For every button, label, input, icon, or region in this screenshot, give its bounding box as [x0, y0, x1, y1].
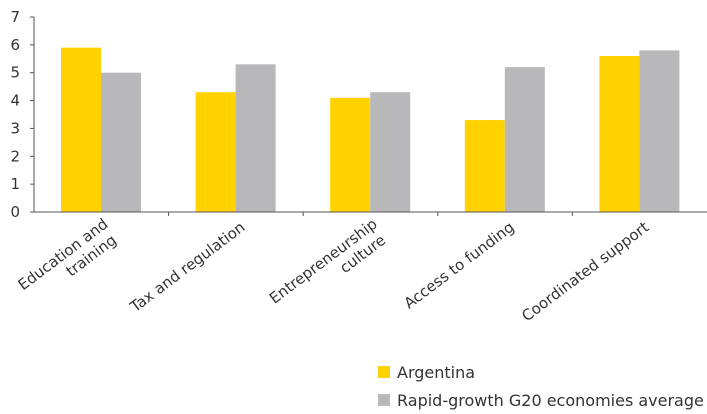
y-tick-label: 2: [10, 147, 20, 165]
y-tick-label: 0: [10, 203, 20, 221]
x-category-label: Coordinated support: [518, 218, 652, 325]
bar-g20-average: [235, 64, 276, 212]
x-category-label-line: Coordinated support: [518, 218, 652, 325]
bar-argentina: [464, 120, 505, 212]
x-category-label: Access to funding: [401, 218, 518, 312]
x-category-label: Tax and regulation: [126, 218, 248, 316]
legend-swatch-g20-average: [378, 394, 390, 406]
bar-argentina: [330, 97, 371, 212]
x-category-label: Entrepreneurshipculture: [266, 215, 391, 322]
legend: Argentina Rapid-growth G20 economies ave…: [378, 358, 704, 414]
y-tick-label: 4: [10, 92, 20, 110]
legend-label-g20-average: Rapid-growth G20 economies average: [397, 390, 704, 410]
x-category-label-line: Access to funding: [401, 218, 518, 312]
bar-argentina: [599, 56, 640, 212]
bar-argentina: [61, 47, 101, 213]
category-labels: Education andtraining Tax and regulation E…: [15, 215, 653, 325]
y-tick-label: 1: [10, 175, 20, 193]
bar-g20-average: [101, 72, 141, 212]
x-category-label: Education andtraining: [15, 215, 123, 309]
bar-g20-average: [504, 67, 545, 213]
legend-item-argentina: Argentina: [378, 358, 704, 386]
bar-g20-average: [639, 50, 680, 212]
y-tick-label: 5: [10, 64, 20, 82]
y-tick-label: 7: [10, 8, 20, 26]
y-tick-label: 6: [10, 36, 20, 54]
legend-label-argentina: Argentina: [397, 362, 476, 382]
bar-g20-average: [370, 92, 411, 212]
bar-chart: 0 1 2 3 4 5 6 7 Education andtraining Tax and re…: [10, 8, 707, 325]
legend-item-g20-average: Rapid-growth G20 economies average: [378, 386, 704, 414]
y-tick-label: 3: [10, 119, 20, 137]
x-category-label-line: Tax and regulation: [126, 218, 248, 316]
legend-swatch-argentina: [378, 366, 390, 378]
bars: [61, 47, 680, 213]
y-axis: 0 1 2 3 4 5 6 7: [10, 8, 35, 221]
bar-argentina: [195, 92, 236, 212]
x-axis: [30, 211, 707, 216]
